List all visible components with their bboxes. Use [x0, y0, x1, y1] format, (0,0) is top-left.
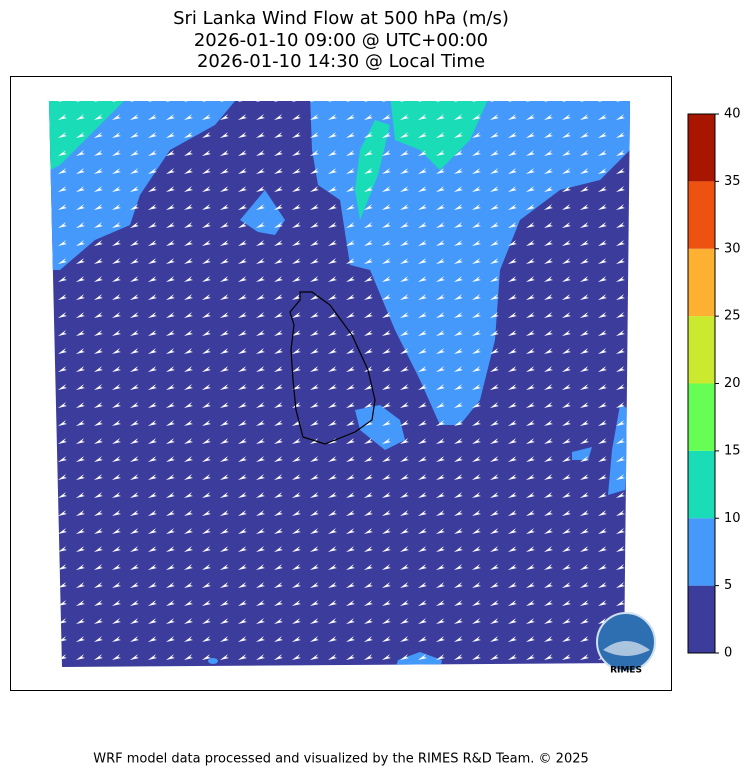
colorbar-segment: [688, 383, 715, 451]
tick-label: 5: [724, 578, 732, 593]
colorbar-segment: [688, 114, 715, 182]
title-line: Sri Lanka Wind Flow at 500 hPa (m/s): [173, 8, 509, 29]
colorbar-segment: [688, 248, 715, 317]
colorbar: 0 5 10 15 20 25 30 35 40: [687, 107, 741, 661]
rimes-logo: RIMES: [596, 612, 656, 676]
tick-label: 30: [724, 241, 741, 256]
colorbar-segment: [688, 181, 715, 249]
colorbar-segment: [688, 518, 715, 586]
wind-field: [49, 101, 630, 667]
logo-text: RIMES: [610, 666, 642, 676]
sri-lanka-coastline: [289, 291, 376, 445]
tick-label: 25: [724, 309, 741, 324]
tick-label: 35: [724, 174, 741, 189]
footer: WRF model data processed and visualized …: [93, 752, 589, 767]
tick-label: 10: [724, 511, 741, 526]
colorbar-segment: [688, 450, 715, 519]
colorbar-segment: [688, 316, 715, 384]
tick-label: 0: [724, 646, 732, 661]
colorbar-segment: [688, 585, 715, 653]
tick-label: 40: [724, 107, 741, 122]
title-line: 2026-01-10 14:30 @ Local Time: [197, 51, 485, 72]
tick-label: 15: [724, 443, 741, 458]
tick-label: 20: [724, 376, 741, 391]
title-line: 2026-01-10 09:00 @ UTC+00:00: [194, 30, 488, 51]
